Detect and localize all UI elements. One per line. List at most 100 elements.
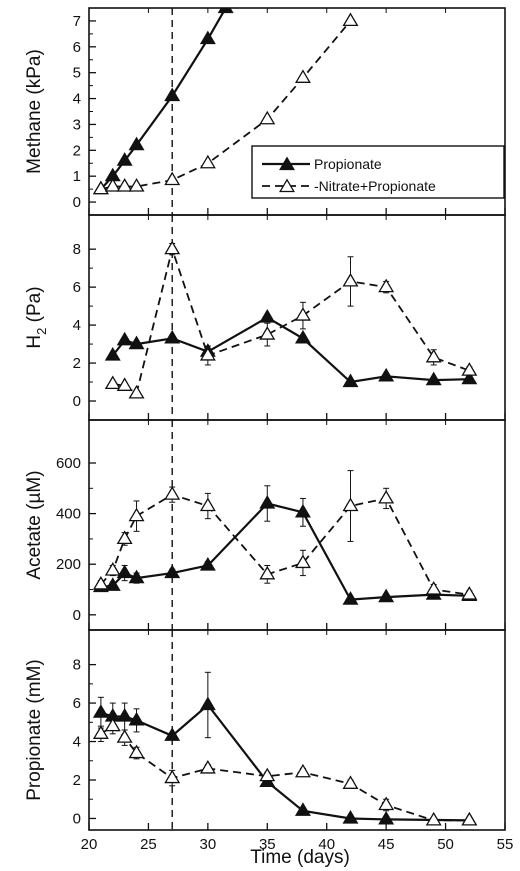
x-tick-label: 55 [497,836,514,853]
data-point-propionate [92,704,109,718]
series-line-propionate [111,316,470,384]
data-point-propionate [199,556,216,571]
data-point-propionate [199,696,216,711]
data-point-nitrate-propionate [199,497,216,512]
data-point-propionate [378,367,395,382]
data-point-nitrate-propionate [128,384,145,399]
data-point-nitrate-propionate [164,171,181,186]
legend-label: Propionate [314,156,382,172]
data-point-nitrate-propionate [342,272,359,287]
data-point-propionate [342,809,359,824]
x-tick-label: 25 [140,836,157,853]
data-point-propionate [128,136,145,151]
y-tick-label: 3 [73,116,81,133]
data-point-propionate [128,569,145,584]
data-point-nitrate-propionate [104,375,121,390]
x-tick-label: 35 [259,836,276,853]
panel-3: 0 200 400 600 Acetate (µM) [24,419,506,631]
series-group [92,671,478,826]
data-point-nitrate-propionate [294,554,311,569]
data-point-propionate [342,591,359,605]
data-point-nitrate-propionate [104,717,121,732]
data-point-nitrate-propionate [164,769,181,784]
panel-frame [88,629,506,831]
legend-marker [279,156,295,171]
y-tick-label: 4 [73,317,81,334]
data-point-nitrate-propionate [259,110,276,125]
data-point-propionate [259,495,276,509]
data-point-nitrate-propionate [342,497,359,512]
data-point-nitrate-propionate [425,348,442,363]
data-point-nitrate-propionate [342,12,359,27]
y-tick-label: 400 [56,506,81,523]
data-point-nitrate-propionate [199,154,216,169]
data-point-nitrate-propionate [378,489,395,504]
y-tick-label: 0 [73,194,81,211]
x-tick-label: 50 [437,836,454,853]
data-point-nitrate-propionate [128,178,145,192]
x-tick-label: 20 [81,836,98,853]
data-point-propionate [128,711,145,726]
series-line-nitrate-propionate [112,245,470,395]
data-point-propionate [116,564,133,579]
data-point-nitrate-propionate [164,486,181,500]
series-line-nitrate-propionate [100,493,470,596]
data-point-propionate [342,373,359,388]
data-point-propionate [217,8,234,14]
y-tick-label: 200 [56,556,81,573]
y-tick-label: 0 [73,810,81,827]
data-point-propionate [461,370,478,385]
data-point-propionate [116,152,133,166]
data-point-propionate [116,708,133,722]
series-group [92,8,359,195]
data-point-nitrate-propionate [128,507,145,522]
panel-frame [88,419,506,631]
data-point-nitrate-propionate [92,575,109,590]
data-point-propionate [164,87,181,102]
y-tick-label: 7 [73,13,81,30]
y-tick-label: 8 [73,241,81,258]
x-axis: 20 25 30 35 40 45 50 55 [81,836,514,853]
legend: Propionate -Nitrate+Propionate [251,145,505,199]
data-point-nitrate-propionate [378,796,395,811]
data-point-nitrate-propionate [199,346,216,361]
data-point-nitrate-propionate [461,362,478,376]
data-point-propionate [378,810,395,825]
data-point-nitrate-propionate [199,759,216,774]
data-point-propionate [104,577,121,591]
y-axis-label: Propionate (mM) [24,659,45,801]
data-point-nitrate-propionate [92,180,109,195]
data-point-propionate [294,802,311,816]
data-point-propionate [128,335,145,350]
y-tick-label: 6 [73,695,81,712]
data-point-nitrate-propionate [294,69,311,83]
y-axis-label: Acetate (µM) [24,470,45,579]
data-point-propionate [199,30,216,45]
x-tick-label: 30 [200,836,217,853]
data-point-nitrate-propionate [116,178,133,192]
y-tick-label: 6 [73,39,81,56]
data-point-nitrate-propionate [425,811,442,826]
data-point-nitrate-propionate [294,307,311,321]
y-tick-label: 0 [73,607,81,624]
y-tick-label: 4 [73,91,81,108]
series-group [92,470,478,605]
legend-label: -Nitrate+Propionate [314,178,436,194]
y-tick-label: 1 [73,168,81,185]
data-point-propionate [116,331,133,346]
y-axis-label: H2 (Pa) [24,286,49,348]
data-point-propionate [104,346,121,361]
data-point-nitrate-propionate [128,744,145,759]
y-tick-label: 600 [56,455,81,472]
series-line-propionate [100,703,470,822]
data-point-propionate [294,503,311,518]
x-axis-label: Time (days) [250,847,350,868]
data-point-nitrate-propionate [259,326,276,340]
data-point-nitrate-propionate [378,278,395,293]
series-group [104,240,478,399]
x-tick-label: 45 [378,836,395,853]
data-point-nitrate-propionate [92,725,109,739]
y-tick-label: 5 [73,65,81,82]
data-point-nitrate-propionate [116,377,133,391]
